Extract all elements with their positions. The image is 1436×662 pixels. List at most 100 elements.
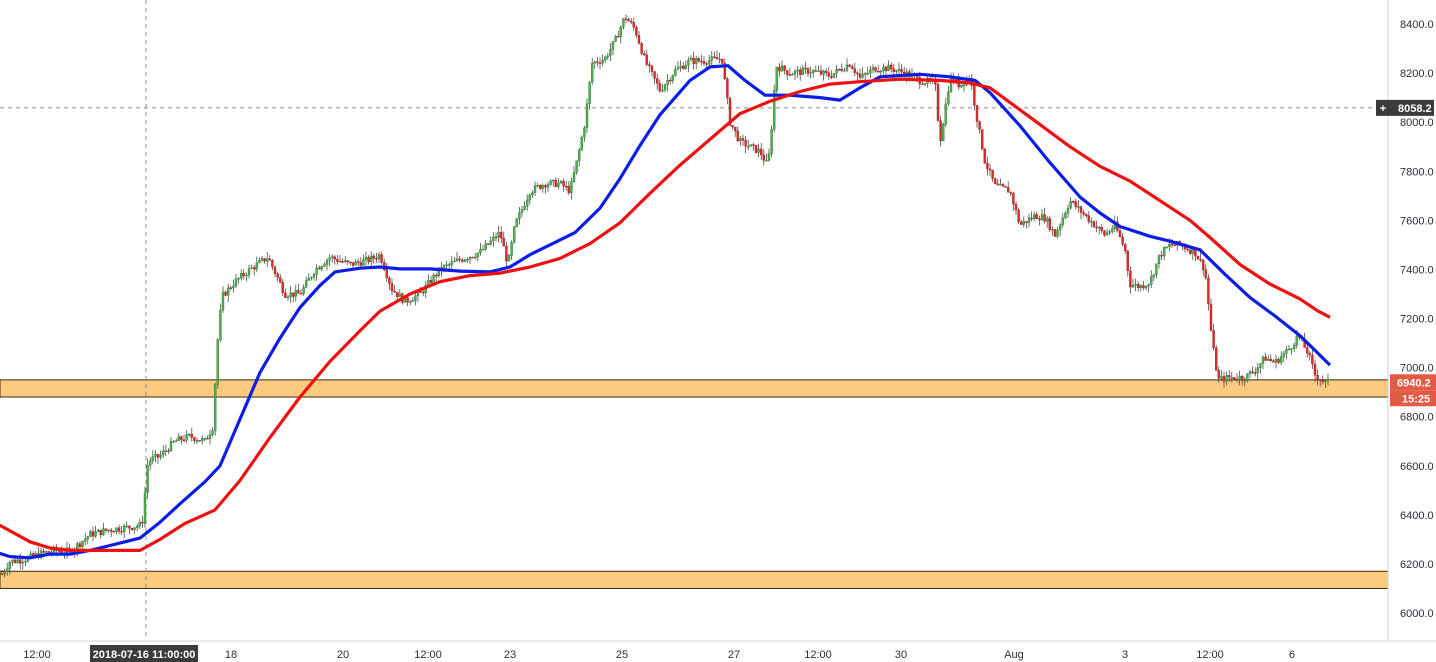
candle-body — [1311, 355, 1314, 365]
candle-body — [164, 450, 168, 452]
candle-body — [1295, 335, 1299, 346]
candle-body — [419, 291, 422, 293]
candle-body — [281, 282, 284, 294]
candle-body — [897, 68, 901, 71]
candle-body — [445, 264, 448, 266]
candle-body — [76, 543, 79, 550]
candle-body — [1105, 232, 1109, 236]
candle-body — [1316, 375, 1319, 380]
candle-body — [328, 257, 331, 261]
candle-body — [229, 287, 233, 289]
candle-body — [86, 536, 90, 540]
candle-body — [788, 74, 791, 76]
candle-body — [1321, 380, 1325, 382]
candle-body — [284, 292, 287, 298]
candle-body — [1287, 348, 1291, 351]
candle-body — [562, 180, 565, 187]
y-tick-label: 7400.0 — [1400, 264, 1434, 276]
candle-body — [406, 297, 409, 303]
candle-body — [492, 236, 495, 241]
candle-body — [1129, 270, 1132, 288]
candle-body — [858, 73, 862, 78]
candle-body — [141, 521, 144, 524]
candle-body — [827, 72, 830, 77]
candle-body — [900, 68, 903, 73]
candle-body — [723, 62, 726, 79]
candle-body — [219, 309, 222, 340]
candle-body — [944, 103, 947, 125]
candle-body — [484, 243, 487, 250]
candle-body — [47, 551, 50, 553]
crosshair-price-tag — [1376, 99, 1434, 116]
candle-body — [1144, 285, 1148, 289]
y-tick-label: 7200.0 — [1400, 314, 1434, 326]
candle-body — [718, 58, 721, 61]
candle-body — [180, 436, 183, 441]
candle-body — [154, 454, 157, 457]
candle-body — [1261, 356, 1265, 364]
candle-body — [648, 64, 651, 67]
countdown-label: 15:25 — [1402, 393, 1430, 405]
candle-body — [962, 84, 966, 87]
candle-body — [814, 70, 817, 72]
candle-body — [552, 179, 555, 182]
y-tick-label: 7600.0 — [1400, 215, 1434, 227]
candle-body — [770, 128, 773, 154]
candle-body — [661, 89, 664, 92]
candle-body — [921, 83, 924, 86]
candle-body — [731, 125, 734, 128]
candle-body — [409, 301, 412, 303]
candle-body — [315, 267, 318, 275]
candle-body — [533, 185, 537, 193]
candle-body — [169, 441, 173, 452]
candle-body — [271, 260, 274, 268]
candle-body — [996, 183, 999, 186]
candle-body — [148, 460, 152, 466]
candle-body — [1313, 363, 1317, 376]
candle-body — [206, 437, 209, 440]
candle-body — [357, 261, 360, 263]
candle-body — [177, 436, 181, 441]
candle-body — [830, 76, 833, 78]
candle-body — [780, 65, 784, 72]
candle-body — [195, 440, 199, 442]
candle-body — [700, 60, 703, 63]
candle-body — [843, 70, 846, 72]
candle-body — [835, 68, 838, 74]
candle-body — [122, 525, 126, 532]
candle-body — [739, 138, 742, 142]
candle-body — [1064, 213, 1067, 219]
candle-body — [1292, 344, 1296, 349]
candle-body — [1051, 229, 1054, 231]
candle-body — [936, 84, 940, 121]
candle-body — [632, 22, 635, 28]
candle-body — [375, 258, 378, 260]
candle-body — [468, 256, 472, 260]
candle-body — [1191, 248, 1195, 254]
candle-body — [637, 35, 641, 44]
candle-body — [627, 19, 630, 22]
candle-body — [598, 62, 602, 64]
candle-body — [702, 61, 706, 64]
candle-body — [429, 280, 433, 284]
candle-body — [762, 154, 765, 161]
x-tick-label: 30 — [895, 649, 907, 661]
candle-body — [1246, 373, 1249, 381]
candle-body — [1170, 243, 1174, 246]
candle-body — [676, 67, 680, 70]
candle-body — [1209, 303, 1213, 331]
candle-body — [611, 41, 615, 50]
candle-body — [604, 56, 607, 61]
candle-body — [1225, 375, 1228, 382]
candle-body — [461, 259, 464, 262]
candle-body — [1038, 218, 1041, 221]
candle-body — [174, 440, 178, 442]
candle-body — [1087, 215, 1091, 222]
candle-body — [455, 258, 459, 262]
price-series — [0, 14, 1330, 578]
candle-body — [583, 127, 586, 138]
candle-body — [305, 280, 308, 288]
candle-body — [1201, 259, 1205, 270]
candle-body — [585, 103, 589, 128]
